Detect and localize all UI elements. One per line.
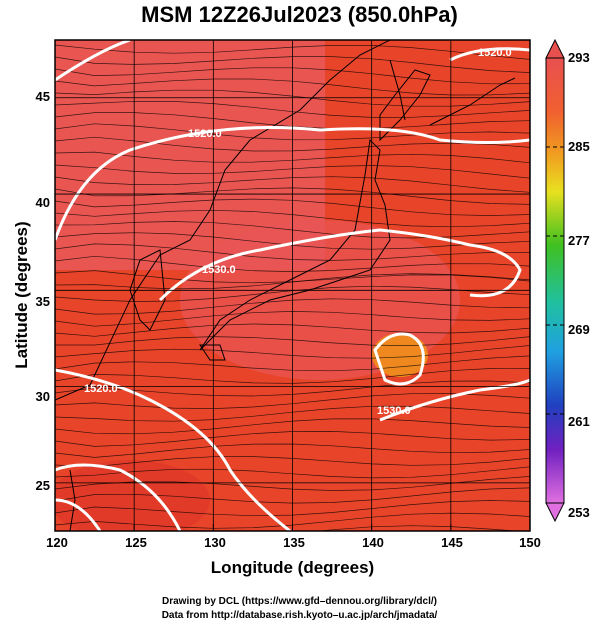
colorbar-tick-label: 285: [568, 139, 590, 154]
credit-data-source: Data from http://database.rish.kyoto–u.a…: [161, 610, 438, 621]
x-axis-label: Longitude (degrees): [210, 558, 375, 577]
lat-tick-label: 30: [35, 389, 50, 404]
colorbar-min-arrow: [545, 502, 565, 523]
chart-title: MSM 12Z26Jul2023 (850.0hPa): [141, 2, 458, 27]
contour-label: 1530.0: [377, 405, 411, 417]
colorbar-max-arrow: [545, 38, 565, 59]
lat-tick-label: 35: [35, 294, 50, 309]
colorbar-tick-label: 261: [568, 414, 590, 429]
contour-label: 1520.0: [478, 47, 512, 59]
lon-tick-label: 145: [441, 535, 463, 550]
contour-label: 1520.0: [84, 383, 118, 395]
colorbar-tick-label: 293: [568, 50, 590, 65]
lat-tick-label: 40: [35, 195, 50, 210]
lat-tick-label: 45: [35, 89, 50, 104]
colorbar-tick-label: 269: [568, 322, 590, 337]
lon-tick-label: 130: [204, 535, 226, 550]
lon-tick-label: 135: [283, 535, 305, 550]
lon-tick-label: 125: [125, 535, 147, 550]
colorbar-gradient: [545, 57, 565, 504]
colorbar-tick-label: 253: [568, 505, 590, 520]
colorbar-tick-label: 277: [568, 233, 590, 248]
contour-label: 1520.0: [188, 128, 222, 140]
credit-drawing: Drawing by DCL (https://www.gfd–dennou.o…: [161, 596, 437, 607]
lat-tick-label: 25: [35, 478, 50, 493]
contour-label: 1530.0: [202, 264, 236, 276]
axis-ticks: [54, 524, 531, 531]
lon-tick-label: 120: [46, 535, 68, 550]
colorbar: [545, 38, 565, 523]
geopotential-contours: [55, 40, 530, 531]
lon-tick-label: 150: [519, 535, 541, 550]
y-axis-label: Latitude (degrees): [12, 221, 31, 369]
lon-tick-label: 140: [362, 535, 384, 550]
contour-labels: 1520.0 1520.0 1530.0 1520.0 1530.0: [84, 47, 512, 417]
coastlines: [55, 40, 516, 531]
